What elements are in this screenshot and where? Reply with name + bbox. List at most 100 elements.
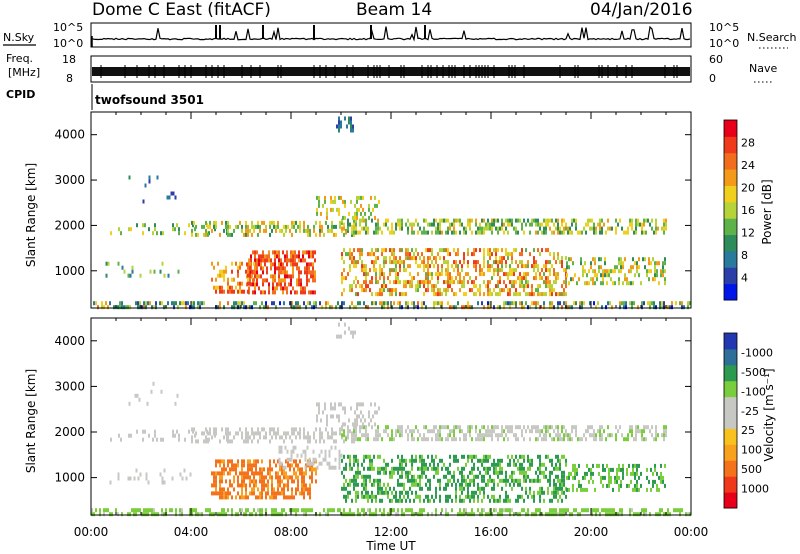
x-tick-label: 20:00 [574, 525, 609, 539]
echo-cell [643, 301, 645, 306]
echo-cell [302, 449, 305, 454]
echo-cell [291, 491, 293, 496]
echo-cell [549, 474, 551, 479]
echo-cell [455, 292, 457, 297]
echo-cell [561, 425, 563, 430]
echo-cell [644, 265, 646, 270]
echo-cell [487, 478, 489, 483]
echo-cell [345, 252, 347, 257]
echo-cell [383, 264, 385, 269]
echo-cell [625, 301, 627, 306]
echo-cell [503, 498, 505, 503]
echo-cell [349, 478, 351, 483]
echo-cell [213, 491, 215, 496]
echo-cell [328, 461, 331, 466]
echo-cell [371, 490, 373, 495]
echo-cell [387, 218, 389, 223]
echo-cell [249, 483, 251, 488]
echo-cell [586, 463, 588, 468]
echo-cell [278, 274, 280, 279]
echo-cell [561, 470, 563, 475]
echo-cell [391, 288, 393, 293]
echo-cell [229, 479, 231, 484]
echo-cell [387, 482, 389, 487]
echo-cell [295, 427, 297, 432]
echo-cell [365, 478, 367, 483]
echo-cell [501, 470, 503, 475]
echo-cell [318, 199, 320, 204]
echo-cell [483, 474, 485, 479]
echo-cell [223, 305, 225, 310]
echo-cell [537, 437, 539, 442]
echo-cell [628, 281, 630, 286]
echo-cell [259, 471, 261, 476]
echo-cell [631, 301, 633, 306]
echo-cell [469, 470, 471, 475]
echo-cell [630, 479, 632, 484]
echo-cell [411, 280, 413, 285]
echo-cell [411, 478, 413, 483]
echo-cell [399, 490, 401, 495]
echo-cell [263, 483, 265, 488]
echo-cell [324, 457, 327, 462]
echo-cell [455, 264, 457, 269]
echo-cell [391, 248, 393, 253]
echo-cell [618, 483, 620, 488]
echo-cell [263, 487, 265, 492]
echo-cell [533, 494, 535, 499]
echo-cell [557, 256, 559, 261]
echo-cell [389, 508, 391, 513]
echo-cell [443, 218, 445, 223]
echo-cell [320, 449, 323, 454]
echo-cell [602, 463, 604, 468]
echo-cell [441, 218, 443, 223]
echo-cell [239, 508, 241, 513]
echo-cell [338, 465, 341, 470]
echo-cell [276, 250, 278, 255]
echo-cell [243, 232, 245, 237]
echo-cell [289, 463, 291, 468]
echo-cell [349, 454, 351, 459]
echo-cell [172, 433, 174, 438]
echo-cell [375, 248, 377, 253]
echo-cell [223, 467, 225, 472]
colorbar-segment [724, 120, 737, 137]
echo-cell [277, 483, 279, 488]
echo-cell [491, 292, 493, 297]
echo-cell [389, 474, 391, 479]
echo-cell [298, 274, 300, 279]
echo-cell [529, 466, 531, 471]
echo-cell [632, 281, 634, 286]
echo-cell [373, 482, 375, 487]
echo-cell [539, 226, 541, 231]
colorbar-segment [724, 412, 737, 429]
echo-cell [371, 252, 373, 257]
echo-cell [103, 508, 105, 513]
echo-cell [631, 429, 633, 434]
echo-cell [372, 207, 374, 212]
echo-cell [569, 433, 571, 438]
echo-cell [292, 449, 295, 454]
echo-cell [403, 486, 405, 491]
echo-cell [455, 218, 457, 223]
echo-cell [602, 483, 604, 488]
echo-cell [489, 226, 491, 231]
echo-cell [475, 276, 477, 281]
echo-cell [655, 437, 657, 442]
echo-cell [549, 272, 551, 277]
echo-cell [635, 226, 637, 231]
echo-cell [329, 305, 331, 310]
echo-cell [178, 433, 180, 438]
echo-cell [489, 280, 491, 285]
echo-cell [343, 429, 345, 434]
echo-cell [271, 491, 273, 496]
colorbar-segment [724, 348, 737, 366]
echo-cell [215, 285, 217, 290]
echo-cell [315, 220, 317, 225]
echo-cell [389, 512, 391, 517]
echo-cell [369, 474, 371, 479]
echo-cell [593, 301, 595, 306]
echo-cell [465, 292, 467, 297]
echo-cell [393, 268, 395, 273]
echo-cell [475, 248, 477, 253]
